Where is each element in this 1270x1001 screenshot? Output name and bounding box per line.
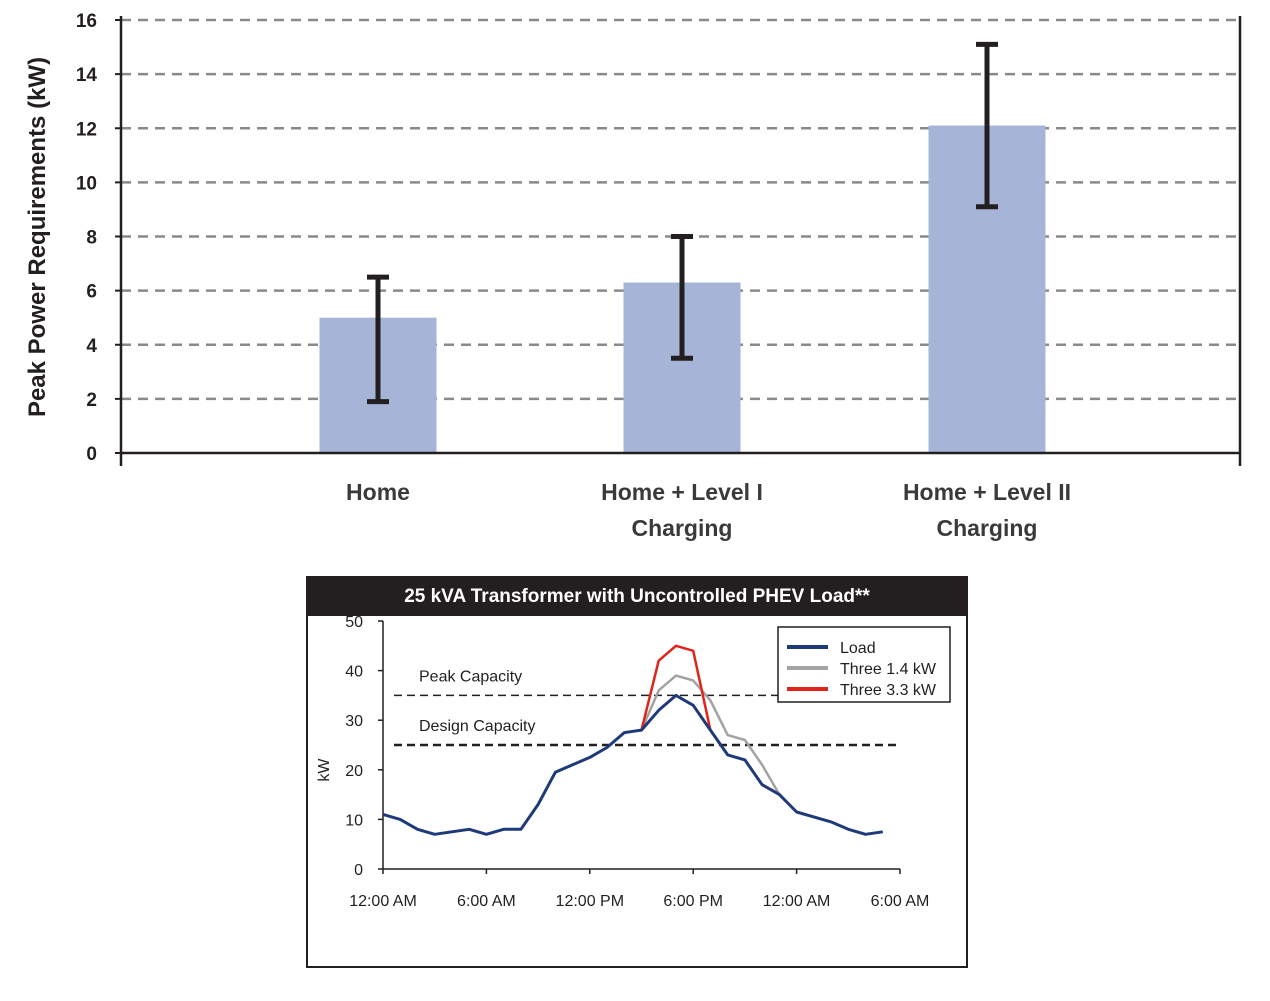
y-tick-label: 2 [86,390,97,411]
y-tick-label: 8 [86,228,97,249]
y-tick-label: 0 [354,862,363,879]
capacity-annotation: Design Capacity [419,718,536,735]
x-tick-label: 12:00 AM [349,893,417,910]
legend-label: Three 1.4 kW [840,661,937,678]
y-tick-label: 50 [345,614,363,631]
y-tick-label: 6 [86,282,97,303]
y-tick-label: 12 [76,119,97,140]
x-category-label: Charging [937,515,1038,541]
y-tick-label: 16 [76,11,97,32]
x-tick-label: 6:00 PM [663,893,723,910]
series-line [382,693,884,836]
x-tick-label: 12:00 AM [763,893,831,910]
x-tick-label: 12:00 PM [556,893,624,910]
x-category-label: Home + Level I [601,479,763,505]
line-chart-panel: 25 kVA Transformer with Uncontrolled PHE… [306,576,968,968]
y-tick-label: 0 [86,444,97,465]
y-axis-label: kW [316,758,333,782]
x-tick-label: 6:00 AM [457,893,516,910]
series-line [640,674,781,796]
x-category-label: Home [346,479,410,505]
legend-label: Three 3.3 kW [840,682,937,699]
legend-label: Load [840,640,876,657]
x-category-label: Home + Level II [903,479,1071,505]
y-tick-label: 30 [345,713,363,730]
y-tick-label: 4 [86,336,97,357]
x-category-label: Charging [632,515,733,541]
y-tick-label: 14 [76,65,98,86]
y-tick-label: 10 [345,812,363,829]
x-tick-label: 6:00 AM [871,893,930,910]
y-tick-label: 10 [76,173,97,194]
line-chart: 0 10 20 30 40 50 12:00 AM 6:00 AM 12:00 PM 6:00 P… [316,614,951,910]
y-tick-label: 40 [345,664,363,681]
y-axis-label: Peak Power Requirements (kW) [24,57,51,417]
line-chart-title: 25 kVA Transformer with Uncontrolled PHE… [308,578,966,616]
capacity-annotation: Peak Capacity [419,668,522,685]
y-tick-label: 20 [345,763,363,780]
bar-chart: 0 2 4 6 8 10 12 14 16 Home Home + Level I Charging H… [24,11,1242,541]
series-line [640,644,712,731]
